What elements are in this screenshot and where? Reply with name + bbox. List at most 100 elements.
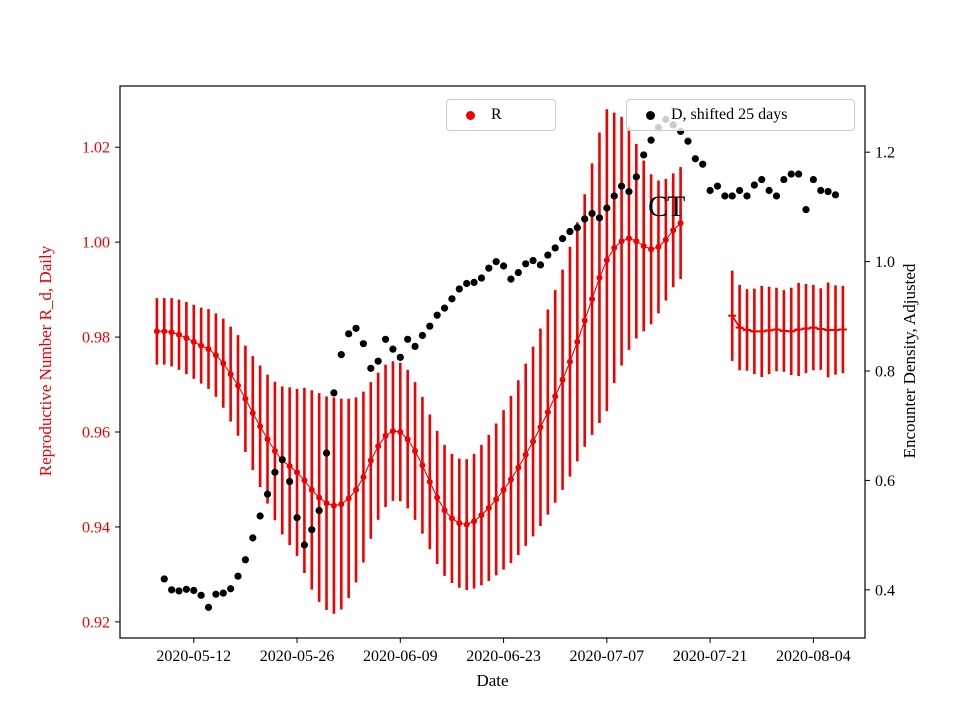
x-tick-label: 2020-05-26 <box>260 648 335 665</box>
r-point <box>330 502 337 509</box>
d-point <box>736 186 744 195</box>
d-point <box>529 256 537 265</box>
r-point <box>448 515 455 522</box>
r-point <box>161 328 168 335</box>
legend-r-label: R <box>491 106 502 123</box>
r-point <box>589 296 596 303</box>
x-tick-label: 2020-08-04 <box>776 648 851 665</box>
d-point <box>581 215 589 223</box>
d-point <box>411 342 419 351</box>
r-point <box>515 464 522 471</box>
r-point <box>235 382 242 389</box>
r-point <box>434 494 441 501</box>
r-point <box>375 443 382 450</box>
d-point <box>780 175 788 184</box>
r-point <box>294 469 301 476</box>
legend-d-label: D, shifted 25 days <box>671 106 788 123</box>
d-point <box>396 353 404 361</box>
r-point <box>485 504 492 511</box>
d-point <box>418 331 427 340</box>
r-point <box>183 335 190 342</box>
r-point <box>301 477 308 484</box>
y-axis-label-left: Reproductive Number R_d, Daily <box>36 245 55 477</box>
r-line <box>156 222 681 526</box>
r-point <box>640 242 647 249</box>
d-point <box>713 182 722 190</box>
r-point <box>522 451 529 458</box>
d-point <box>212 590 220 598</box>
r-point <box>618 238 625 245</box>
d-point <box>617 182 626 190</box>
r-point <box>596 274 603 281</box>
r-point <box>544 409 551 416</box>
d-point <box>743 192 751 200</box>
r-point <box>456 520 463 527</box>
r-point <box>648 246 655 253</box>
d-point <box>507 275 515 283</box>
d-point <box>182 585 190 593</box>
black-dot-icon <box>645 110 655 120</box>
d-point <box>426 322 434 330</box>
r-point <box>581 317 588 324</box>
legend-r-marker <box>457 110 483 120</box>
r-flat-series <box>728 270 847 378</box>
r-point <box>441 507 448 514</box>
d-point <box>514 268 522 277</box>
d-point <box>817 186 825 195</box>
r-point <box>271 447 278 454</box>
d-point <box>588 209 596 218</box>
d-point <box>831 191 840 199</box>
r-point <box>471 518 478 525</box>
d-point <box>492 258 500 266</box>
y-right-tick-label: 1.2 <box>875 145 895 162</box>
d-point <box>470 278 478 287</box>
d-point <box>190 586 198 595</box>
r-point <box>625 235 632 242</box>
r-point <box>493 496 500 503</box>
r-point <box>190 338 197 345</box>
r-point <box>338 501 345 508</box>
r-point <box>566 358 573 365</box>
y-left-tick-label: 1.02 <box>82 140 110 157</box>
d-point <box>381 335 390 343</box>
r-point <box>323 500 330 507</box>
d-point <box>300 541 309 549</box>
d-point <box>352 324 360 332</box>
r-point <box>367 457 374 464</box>
r-point <box>463 521 470 528</box>
r-point <box>198 342 205 349</box>
d-point <box>293 514 301 522</box>
plot-border <box>119 85 866 639</box>
r-point <box>500 486 507 493</box>
d-point <box>787 170 795 178</box>
y-left-tick-label: 0.98 <box>82 330 110 347</box>
r-point <box>382 432 389 439</box>
r-point <box>205 345 212 352</box>
r-point <box>286 463 293 470</box>
d-point <box>263 490 272 498</box>
legend-r: R <box>446 99 556 131</box>
r-point <box>478 512 485 519</box>
d-series <box>160 115 840 611</box>
d-point <box>234 572 242 580</box>
d-point <box>204 603 213 611</box>
r-point <box>308 486 315 493</box>
y-left-tick-label: 0.94 <box>82 519 110 536</box>
x-tick-label: 2020-07-07 <box>570 648 645 665</box>
d-point <box>227 585 235 593</box>
y-left-tick-label: 0.92 <box>82 614 110 631</box>
d-point <box>566 227 574 236</box>
r-point <box>353 486 360 493</box>
d-point <box>772 192 781 200</box>
r-point <box>220 360 227 367</box>
d-point <box>374 357 382 365</box>
r-point <box>227 371 234 378</box>
d-point <box>750 181 758 189</box>
d-point <box>278 456 286 464</box>
d-point <box>249 534 257 542</box>
x-axis-label: Date <box>476 671 509 690</box>
d-point <box>499 262 508 270</box>
d-point <box>345 330 353 338</box>
